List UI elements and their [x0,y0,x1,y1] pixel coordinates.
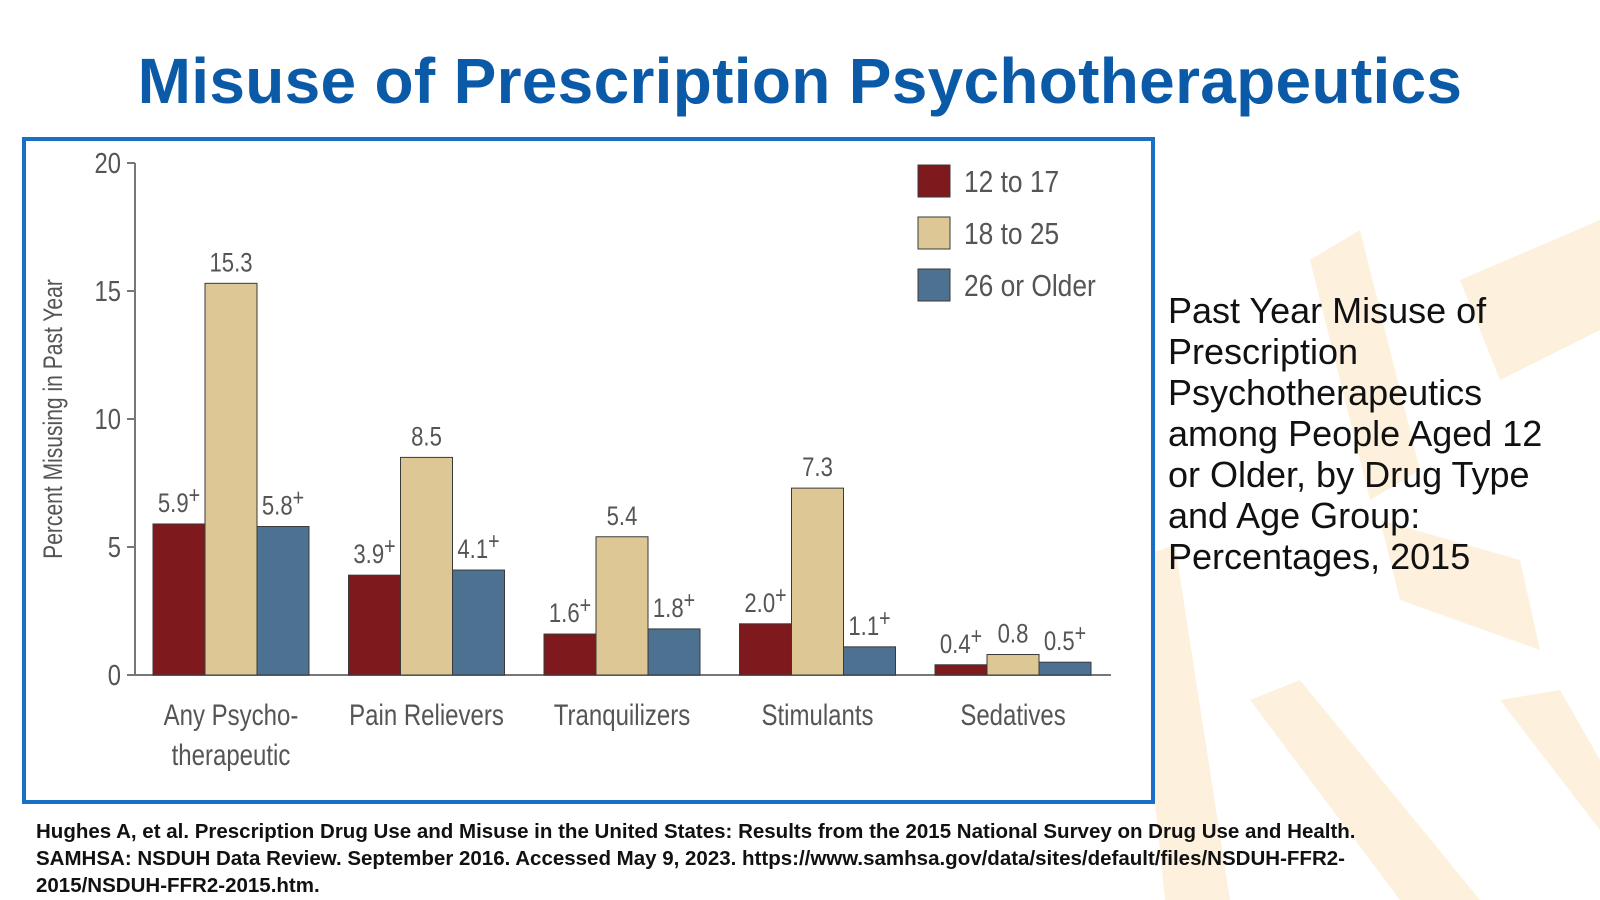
significance-marker: + [384,532,395,559]
bar [152,523,206,676]
slide-title: Misuse of Prescription Psychotherapeutic… [137,45,1463,117]
data-label: 0.4+ [940,622,982,659]
y-tick-label: 15 [95,275,121,308]
data-label: 3.9+ [353,532,395,569]
reference-citation: Hughes A, et al. Prescription Drug Use a… [36,818,1586,899]
bar [452,569,505,676]
significance-marker: + [488,527,499,554]
legend-label: 18 to 25 [964,217,1059,251]
bar [986,654,1040,676]
y-tick-label: 20 [95,147,121,180]
legend-swatch [917,268,951,302]
significance-marker: + [293,484,304,511]
caption-line: Psychotherapeutics [1168,372,1483,413]
significance-marker: + [1075,619,1086,646]
x-category-label: therapeutic [172,737,291,771]
data-label: 5.4 [607,502,638,532]
bar [595,536,649,676]
caption-line: Past Year Misuse of [1168,290,1487,331]
y-tick-label: 10 [95,403,121,436]
bar [348,574,401,676]
reference-line: SAMHSA: NSDUH Data Review. September 201… [36,847,1345,870]
data-label: 7.3 [802,453,833,483]
legend-swatch [917,216,951,250]
x-category-label: Sedatives [960,697,1065,731]
bar [739,623,792,676]
bar [1038,661,1092,676]
bar [400,456,453,676]
x-category-label: Tranquilizers [554,697,690,731]
significance-marker: + [879,604,890,631]
x-category-label: Any Psycho- [164,697,299,731]
data-label: 5.8+ [262,484,304,521]
x-category-label: Pain Relievers [349,697,504,731]
reference-line: 2015/NSDUH-FFR2-2015.htm. [36,874,320,897]
y-axis-label: Percent Misusing in Past Year [39,279,69,559]
caption-line: or Older, by Drug Type [1168,454,1530,495]
legend-label: 12 to 17 [964,165,1059,199]
legend-swatch [917,164,951,198]
bar [791,487,844,676]
y-tick-label: 5 [108,531,121,564]
bar [934,664,988,676]
significance-marker: + [775,581,786,608]
significance-marker: + [580,591,591,618]
data-label: 4.1+ [457,527,499,564]
bar [647,628,701,676]
reference-line: Hughes A, et al. Prescription Drug Use a… [36,820,1356,843]
significance-marker: + [189,481,200,508]
data-label: 0.8 [998,620,1029,650]
caption-line: Percentages, 2015 [1168,536,1471,577]
data-label: 0.5+ [1044,619,1086,656]
significance-marker: + [971,622,982,649]
x-category-label: Stimulants [761,697,873,731]
chart-frame: Percent Misusing in Past Year 0 5 10 15 20 5.… [22,137,1155,804]
bar [256,526,310,676]
bar [543,633,597,676]
chart-caption: Past Year Misuse of Prescription Psychot… [1168,290,1598,577]
data-label: 15.3 [209,248,252,278]
data-label: 5.9+ [158,481,200,518]
bar-chart: Percent Misusing in Past Year 0 5 10 15 20 5.… [39,147,1111,772]
caption-line: among People Aged 12 [1168,413,1543,454]
data-label: 1.6+ [549,591,591,628]
bar [204,282,258,676]
legend-label: 26 or Older [964,269,1096,303]
significance-marker: + [684,586,695,613]
data-label: 8.5 [411,422,442,452]
caption-line: Prescription [1168,331,1359,372]
data-label: 1.1+ [848,604,890,641]
caption-line: and Age Group: [1168,495,1421,536]
data-label: 2.0+ [744,581,786,618]
data-label: 1.8+ [653,586,695,623]
bar [843,646,896,676]
y-tick-label: 0 [108,659,121,692]
